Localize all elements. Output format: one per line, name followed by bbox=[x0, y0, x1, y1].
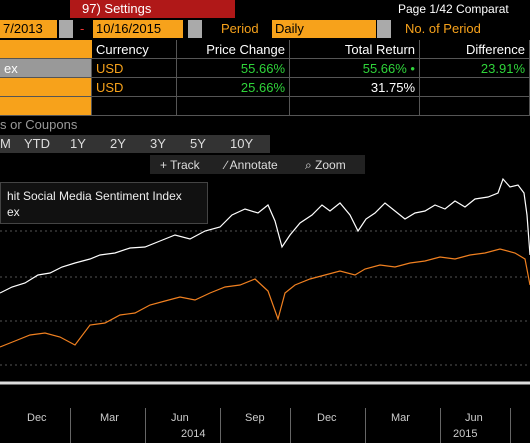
col-header: Total Return bbox=[290, 40, 420, 59]
range-button[interactable]: 5Y bbox=[190, 136, 206, 151]
table-corner bbox=[0, 40, 92, 59]
table-cell bbox=[177, 97, 290, 116]
x-divider bbox=[220, 408, 221, 443]
dash: - bbox=[80, 21, 85, 36]
legend-entry: ex bbox=[7, 205, 20, 219]
tool-button[interactable]: ⌕ Zoom bbox=[305, 158, 346, 172]
period-select[interactable]: Daily bbox=[272, 20, 376, 38]
x-tick-label: Sep bbox=[245, 412, 265, 424]
period-label: Period bbox=[221, 21, 259, 36]
end-date[interactable]: 10/16/2015 bbox=[93, 20, 183, 38]
coupons-label: s or Coupons bbox=[0, 117, 78, 132]
table-cell[interactable]: ex bbox=[0, 59, 92, 78]
table-cell: 31.75% bbox=[290, 78, 420, 97]
x-divider bbox=[510, 408, 511, 443]
x-tick-label: Mar bbox=[100, 412, 119, 424]
range-button[interactable]: M bbox=[0, 136, 11, 151]
col-header: Difference bbox=[420, 40, 530, 59]
x-tick-label: Dec bbox=[27, 412, 47, 424]
benchmark-line bbox=[0, 248, 530, 348]
top-left bbox=[0, 0, 70, 18]
page-indicator: Page 1/42 Comparat bbox=[398, 2, 509, 16]
chart bbox=[0, 177, 530, 385]
dropdown-icon[interactable] bbox=[377, 20, 391, 38]
range-button[interactable]: 2Y bbox=[110, 136, 126, 151]
periods-label: No. of Period bbox=[405, 21, 481, 36]
range-bar: M YTD 1Y 2Y 3Y 5Y 10Y bbox=[0, 135, 270, 153]
x-tick-label: Mar bbox=[391, 412, 410, 424]
range-button[interactable]: 1Y bbox=[70, 136, 86, 151]
table-cell: USD bbox=[92, 59, 177, 78]
table-cell: 55.66% bbox=[177, 59, 290, 78]
table-cell: 25.66% bbox=[177, 78, 290, 97]
legend-entry: hit Social Media Sentiment Index bbox=[7, 189, 182, 203]
x-tick-label: Dec bbox=[317, 412, 337, 424]
calendar-icon[interactable] bbox=[59, 20, 73, 38]
legend: hit Social Media Sentiment Index ex bbox=[0, 182, 208, 224]
year-label: 2014 bbox=[181, 428, 206, 440]
table-cell[interactable] bbox=[0, 97, 92, 116]
col-header: Price Change bbox=[177, 40, 290, 59]
x-divider bbox=[440, 408, 441, 443]
x-divider bbox=[290, 408, 291, 443]
grid bbox=[0, 230, 530, 366]
col-header: Currency bbox=[92, 40, 177, 59]
tool-button[interactable]: + Track bbox=[160, 158, 200, 172]
table-cell[interactable] bbox=[0, 78, 92, 97]
index-line bbox=[0, 177, 530, 294]
toolbar: + Track ∕ Annotate ⌕ Zoom bbox=[150, 155, 365, 174]
year-label: 2015 bbox=[453, 428, 478, 440]
x-divider bbox=[365, 408, 366, 443]
start-date[interactable]: 7/2013 bbox=[0, 20, 57, 38]
settings-button[interactable]: 97) Settings bbox=[70, 0, 235, 18]
table-cell bbox=[420, 97, 530, 116]
table-cell: USD bbox=[92, 78, 177, 97]
table-cell bbox=[92, 97, 177, 116]
table-cell bbox=[420, 78, 530, 97]
range-button[interactable]: 10Y bbox=[230, 136, 254, 151]
x-divider bbox=[70, 408, 71, 443]
table-cell bbox=[290, 97, 420, 116]
tool-button[interactable]: ∕ Annotate bbox=[225, 158, 278, 172]
table-cell: 55.66% • bbox=[290, 59, 420, 78]
range-button[interactable]: YTD bbox=[24, 136, 50, 151]
x-tick-label: Jun bbox=[465, 412, 483, 424]
table-cell: 23.91% bbox=[420, 59, 530, 78]
x-tick-label: Jun bbox=[171, 412, 189, 424]
x-divider bbox=[145, 408, 146, 443]
calendar-icon[interactable] bbox=[188, 20, 202, 38]
range-button[interactable]: 3Y bbox=[150, 136, 166, 151]
